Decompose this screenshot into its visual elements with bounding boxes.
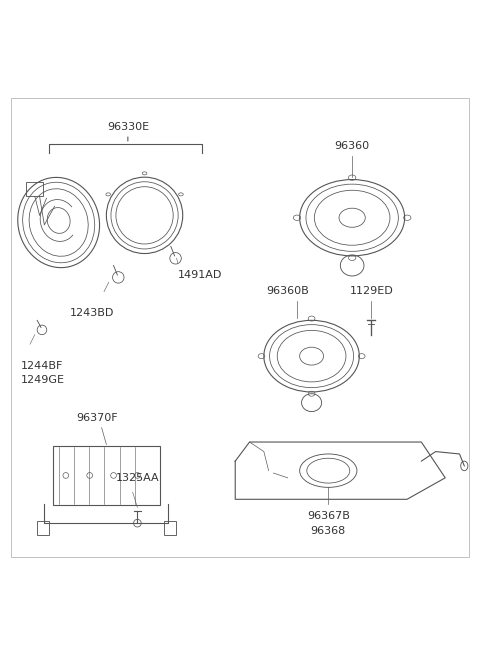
Text: 1129ED: 1129ED (349, 286, 393, 297)
Text: 1249GE: 1249GE (21, 375, 64, 385)
Text: 1244BF: 1244BF (21, 361, 63, 371)
Text: 1491AD: 1491AD (178, 271, 222, 280)
Text: 1325AA: 1325AA (116, 473, 159, 483)
Text: 96368: 96368 (311, 525, 346, 536)
Text: 96330E: 96330E (107, 122, 149, 132)
Text: 96360: 96360 (335, 141, 370, 151)
Text: 96367B: 96367B (307, 512, 350, 521)
Text: 96360B: 96360B (266, 286, 309, 297)
Text: 1243BD: 1243BD (70, 309, 114, 318)
Text: 96370F: 96370F (76, 413, 118, 423)
